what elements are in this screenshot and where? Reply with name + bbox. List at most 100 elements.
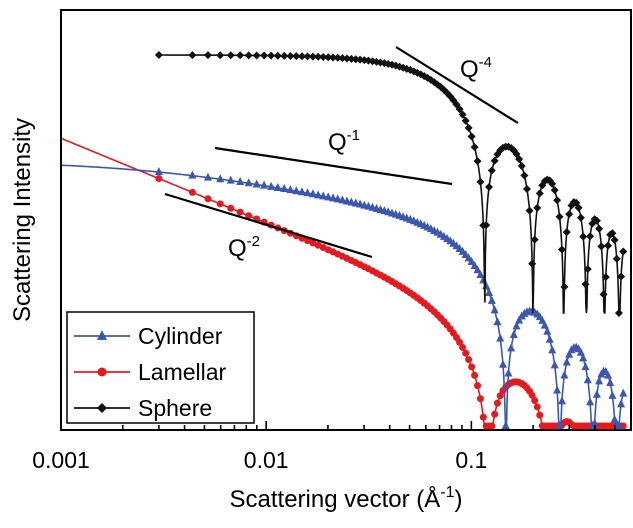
data-point-sphere bbox=[576, 213, 585, 222]
data-point-sphere bbox=[216, 51, 225, 60]
data-point-cylinder bbox=[260, 180, 269, 189]
data-point-sphere bbox=[267, 51, 276, 60]
data-point-cylinder bbox=[562, 357, 571, 366]
legend-swatch-marker bbox=[97, 403, 107, 413]
legend-swatch-marker bbox=[97, 367, 107, 377]
data-point-cylinder bbox=[592, 389, 601, 398]
data-point-lamellar bbox=[493, 399, 501, 407]
data-point-sphere bbox=[280, 51, 289, 60]
data-point-sphere bbox=[612, 254, 621, 263]
data-point-cylinder bbox=[545, 334, 554, 343]
legend-item-sphere: Sphere bbox=[74, 395, 212, 421]
data-point-sphere bbox=[338, 54, 347, 63]
data-point-cylinder bbox=[244, 178, 253, 187]
data-point-sphere bbox=[515, 155, 524, 164]
data-point-cylinder bbox=[509, 329, 518, 338]
data-point-cylinder bbox=[154, 167, 163, 176]
data-point-cylinder bbox=[338, 195, 347, 204]
data-point-lamellar bbox=[155, 175, 163, 183]
data-point-sphere bbox=[601, 273, 610, 282]
legend-swatch-marker bbox=[97, 330, 107, 340]
data-point-cylinder bbox=[252, 179, 261, 188]
data-point-cylinder bbox=[324, 192, 333, 201]
data-point-lamellar bbox=[462, 349, 470, 357]
data-point-cylinder bbox=[604, 370, 613, 379]
data-point-sphere bbox=[617, 272, 626, 281]
data-point-lamellar bbox=[474, 382, 482, 390]
data-point-cylinder bbox=[565, 349, 574, 358]
data-point-lamellar bbox=[488, 422, 496, 430]
data-point-sphere bbox=[586, 232, 595, 241]
data-point-sphere bbox=[565, 210, 574, 219]
data-point-sphere bbox=[533, 203, 542, 212]
data-point-cylinder bbox=[512, 321, 521, 330]
data-point-sphere bbox=[581, 280, 590, 289]
slope-label-neg2: Q-2 bbox=[228, 233, 260, 262]
legend-label: Lamellar bbox=[138, 359, 227, 385]
plot-frame bbox=[60, 9, 632, 431]
data-point-cylinder bbox=[560, 370, 569, 379]
data-point-lamellar bbox=[216, 200, 224, 208]
x-axis-label-end: ) bbox=[454, 486, 462, 513]
data-point-cylinder bbox=[298, 187, 307, 196]
data-point-lamellar bbox=[496, 392, 504, 400]
data-point-sphere bbox=[308, 52, 317, 61]
legend-item-lamellar: Lamellar bbox=[74, 359, 227, 385]
data-point-cylinder bbox=[507, 343, 516, 352]
data-point-cylinder bbox=[619, 388, 628, 397]
data-point-sphere bbox=[203, 51, 212, 60]
data-point-cylinder bbox=[314, 190, 323, 199]
data-point-lamellar bbox=[471, 371, 479, 379]
data-point-lamellar bbox=[459, 343, 467, 351]
series-cylinder bbox=[61, 164, 628, 429]
x-axis-label-exponent: -1 bbox=[440, 484, 454, 501]
data-point-lamellar bbox=[236, 208, 244, 216]
data-point-lamellar bbox=[227, 204, 235, 212]
data-point-sphere bbox=[560, 282, 569, 291]
data-point-cylinder bbox=[548, 345, 557, 354]
x-tick-label: 0.001 bbox=[32, 447, 90, 473]
data-point-sphere bbox=[610, 236, 619, 245]
data-point-sphere bbox=[226, 51, 235, 60]
data-point-sphere bbox=[562, 228, 571, 237]
data-point-sphere bbox=[154, 51, 163, 60]
data-point-sphere bbox=[473, 157, 482, 166]
data-point-lamellar bbox=[531, 396, 539, 404]
data-point-sphere bbox=[579, 232, 588, 241]
data-point-cylinder bbox=[280, 184, 289, 193]
data-point-lamellar bbox=[204, 195, 212, 203]
data-point-sphere bbox=[517, 162, 526, 171]
data-point-cylinder bbox=[203, 172, 212, 181]
data-point-cylinder bbox=[515, 315, 524, 324]
data-point-cylinder bbox=[498, 359, 507, 368]
data-point-sphere bbox=[604, 241, 613, 250]
data-point-sphere bbox=[507, 143, 516, 152]
slope-line-neg4 bbox=[395, 46, 519, 124]
data-point-cylinder bbox=[590, 418, 599, 427]
data-point-cylinder bbox=[333, 194, 342, 203]
data-point-sphere bbox=[530, 235, 539, 244]
data-point-sphere bbox=[490, 156, 499, 165]
data-point-sphere bbox=[384, 59, 393, 68]
data-point-sphere bbox=[342, 54, 351, 63]
data-point-cylinder bbox=[490, 305, 499, 314]
data-point-cylinder bbox=[553, 385, 562, 394]
data-point-sphere bbox=[461, 116, 470, 125]
data-point-sphere bbox=[583, 265, 592, 274]
data-point-sphere bbox=[324, 53, 333, 62]
data-point-cylinder bbox=[226, 175, 235, 184]
data-point-cylinder bbox=[617, 399, 626, 408]
data-point-cylinder bbox=[286, 185, 295, 194]
x-axis-label: Scattering vector (Å-1) bbox=[230, 484, 463, 513]
data-point-sphere bbox=[464, 123, 473, 132]
data-point-cylinder bbox=[540, 320, 549, 329]
data-point-cylinder bbox=[586, 397, 595, 406]
data-point-cylinder bbox=[470, 260, 479, 269]
x-axis-ticks: 0.001 0.01 0.1 bbox=[32, 421, 616, 473]
data-point-lamellar bbox=[536, 411, 544, 419]
data-point-cylinder bbox=[292, 186, 301, 195]
data-point-cylinder bbox=[557, 396, 566, 405]
data-point-cylinder bbox=[496, 333, 505, 342]
data-point-cylinder bbox=[576, 347, 585, 356]
data-point-cylinder bbox=[610, 414, 619, 423]
